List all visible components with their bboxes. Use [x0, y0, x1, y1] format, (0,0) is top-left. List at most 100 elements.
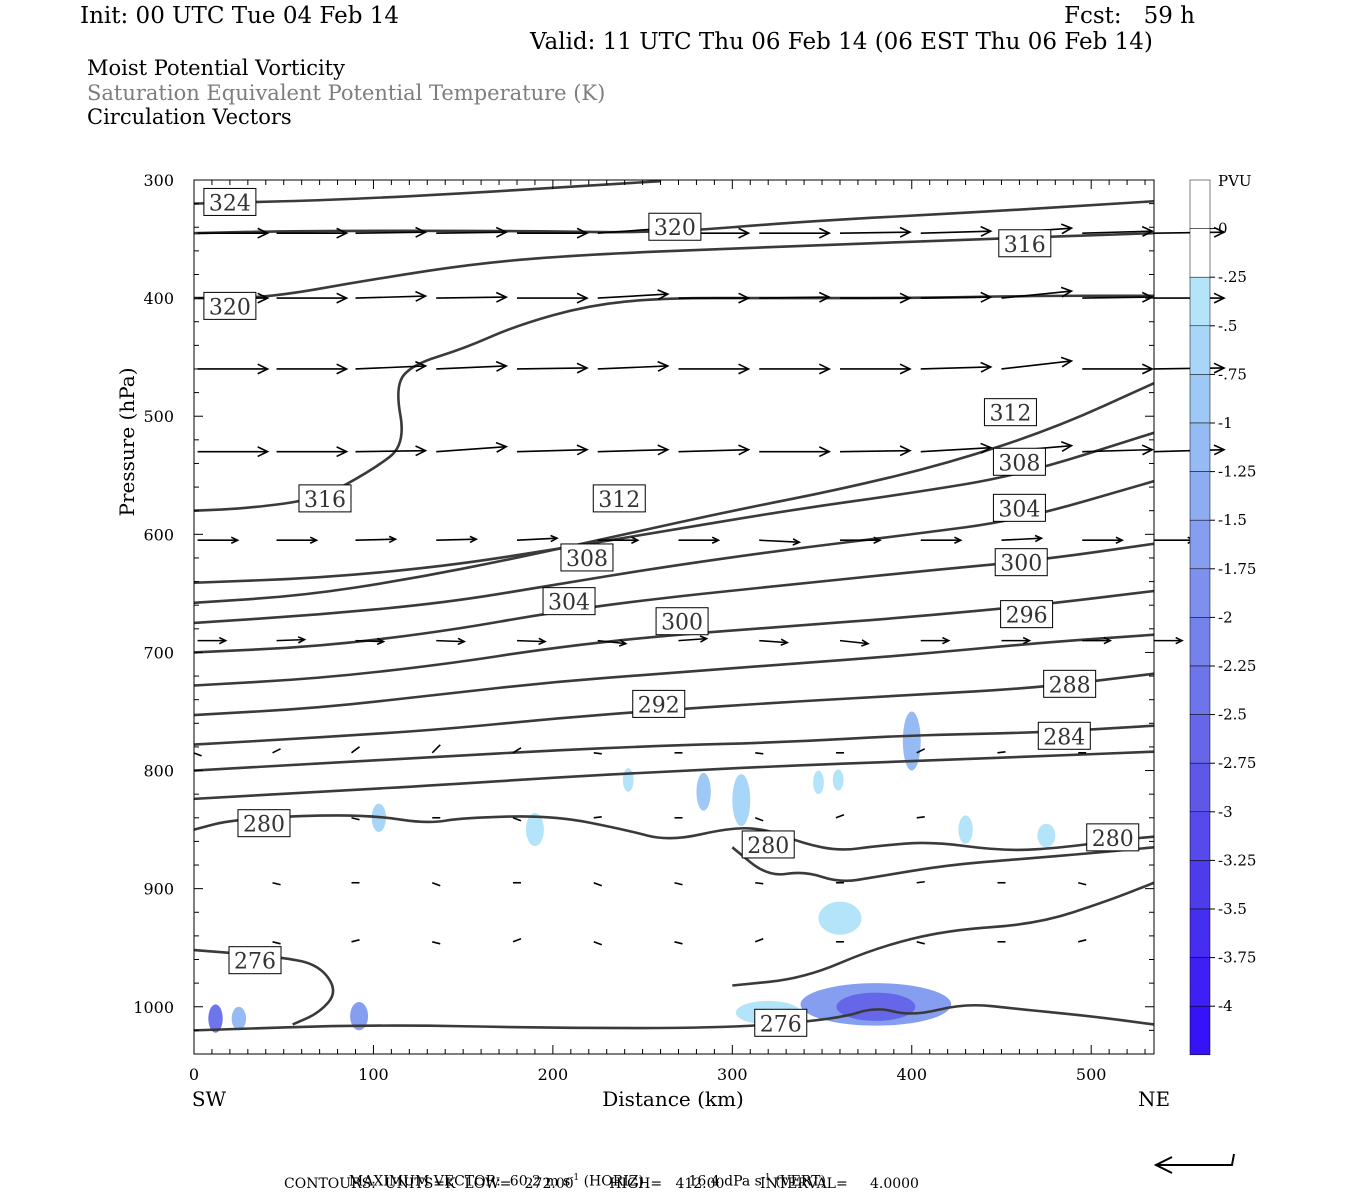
vector-arrowhead: [873, 536, 882, 544]
vector-arrowhead: [899, 226, 912, 238]
contour-label: 300: [655, 607, 709, 636]
circulation-vector: [920, 366, 991, 370]
contour-label: 304: [992, 493, 1046, 522]
colorbar-swatch: [1189, 228, 1211, 278]
contour-label-box: [542, 587, 596, 616]
vector-arrowhead: [257, 292, 270, 304]
colorbar-label: -3.5: [1218, 900, 1247, 918]
valid-time: Valid: 11 UTC Thu 06 Feb 14 (06 EST Thu …: [530, 29, 1153, 55]
vector-arrowhead: [1034, 534, 1044, 543]
contour-label: 304: [542, 587, 596, 616]
colorbar-swatch: [1189, 762, 1211, 813]
contour-label-box: [754, 1008, 808, 1037]
vector-arrowhead: [257, 227, 270, 239]
circulation-vector: [355, 365, 426, 370]
x-tick-label: 200: [538, 1065, 569, 1084]
vector-arrowhead: [576, 362, 589, 374]
vector-arrowhead: [980, 291, 993, 303]
reference-vector-arrow: [1153, 1153, 1235, 1174]
contour-label-text: 280: [243, 813, 285, 838]
contour-label-box: [1086, 823, 1140, 852]
vector-arrowhead: [576, 444, 589, 456]
circulation-vector: [355, 538, 396, 542]
circulation-vector: [355, 449, 426, 453]
vector-arrowhead: [861, 639, 870, 647]
contour-label-text: 276: [234, 950, 276, 975]
contour-label-box: [228, 946, 282, 975]
x-tick-label: 100: [358, 1065, 389, 1084]
colorbar-swatch: [1189, 519, 1211, 570]
contour-label-box: [994, 548, 1048, 577]
vector-arrowhead: [388, 535, 398, 544]
circulation-vector: [597, 365, 668, 370]
vector-arrowhead: [1060, 223, 1074, 235]
contour-label-text: 304: [998, 497, 1040, 522]
colorbar-swatch: [1189, 325, 1211, 375]
colorbar-label: 0: [1218, 220, 1228, 238]
footer-max-vector: MAXIMUM VECTOR: 60.2 m s-1 (HORIZ) 16.4 …: [340, 1157, 826, 1190]
y-tick-label: 900: [143, 880, 174, 899]
pv-shaded-region: [818, 901, 862, 935]
contour-label-box: [560, 543, 614, 572]
y-tick-label: 700: [143, 643, 174, 662]
circulation-vector: [512, 817, 522, 822]
contour-label-text: 284: [1043, 725, 1085, 750]
vector-arrowhead: [738, 292, 751, 304]
contour-label-box: [1037, 721, 1091, 750]
vector-arrowhead: [818, 227, 832, 239]
circulation-vector: [355, 295, 426, 299]
circulation-vector: [678, 448, 749, 453]
contour-label: 316: [298, 484, 352, 513]
contour-label-text: 316: [304, 488, 346, 513]
vector-arrowhead: [218, 636, 228, 645]
contour-label-text: 300: [1000, 552, 1042, 577]
vector-arrowhead: [495, 291, 509, 303]
pv-shaded-region: [231, 1006, 247, 1031]
colorbar-label: -.75: [1218, 365, 1247, 383]
colorbar-swatch: [1189, 908, 1211, 958]
contour-label-layer: 324 320 316 320 312 308 316 312 304 308 300 304 296 3…: [203, 187, 1140, 1037]
circulation-vector: [516, 367, 588, 370]
contour-label: 324: [203, 187, 257, 216]
contour-label: 296: [1000, 600, 1054, 629]
circulation-vector: [436, 538, 477, 542]
y-tick-label: 600: [143, 525, 174, 544]
y-tick-label: 300: [143, 171, 174, 190]
vector-arrowhead: [257, 446, 270, 458]
contour-label-box: [998, 229, 1052, 258]
circulation-vector: [1153, 231, 1225, 234]
pv-shaded-region: [732, 774, 751, 827]
contour-label-box: [648, 212, 702, 241]
contour-label: 288: [1043, 669, 1097, 698]
theta-es-contour: [194, 231, 1155, 300]
pv-shaded-region: [622, 768, 634, 792]
vector-arrowhead: [469, 535, 479, 544]
circulation-vector: [593, 941, 603, 946]
contour-label-text: 280: [1092, 827, 1134, 852]
contour-label: 308: [560, 543, 614, 572]
circulation-vector: [512, 747, 522, 754]
vector-arrowhead: [576, 227, 589, 239]
contour-label: 300: [994, 548, 1048, 577]
circulation-vector: [1082, 448, 1153, 453]
contour-label: 316: [998, 229, 1052, 258]
vector-arrowhead: [309, 536, 319, 544]
reference-vector-head: [1153, 1156, 1173, 1174]
x-axis-label: Distance (km): [602, 1087, 744, 1111]
plot-frame: [193, 179, 1155, 1055]
vector-arrowhead: [495, 441, 509, 453]
circulation-vector: [916, 748, 926, 754]
x-tick-label: 300: [717, 1065, 748, 1084]
circulation-vector: [674, 941, 683, 945]
vector-arrowhead: [230, 536, 240, 544]
colorbar-unit: PVU: [1218, 172, 1252, 190]
vector-arrowhead: [1115, 536, 1125, 544]
contour-label-box: [655, 607, 709, 636]
contour-label-box: [992, 447, 1046, 476]
vector-arrowhead: [495, 226, 509, 238]
contour-label-box: [741, 830, 795, 859]
contour-label-box: [203, 291, 257, 320]
circulation-vector: [272, 941, 281, 945]
theta-es-contour: [193, 479, 1155, 625]
colorbar-swatch: [1189, 1005, 1211, 1056]
